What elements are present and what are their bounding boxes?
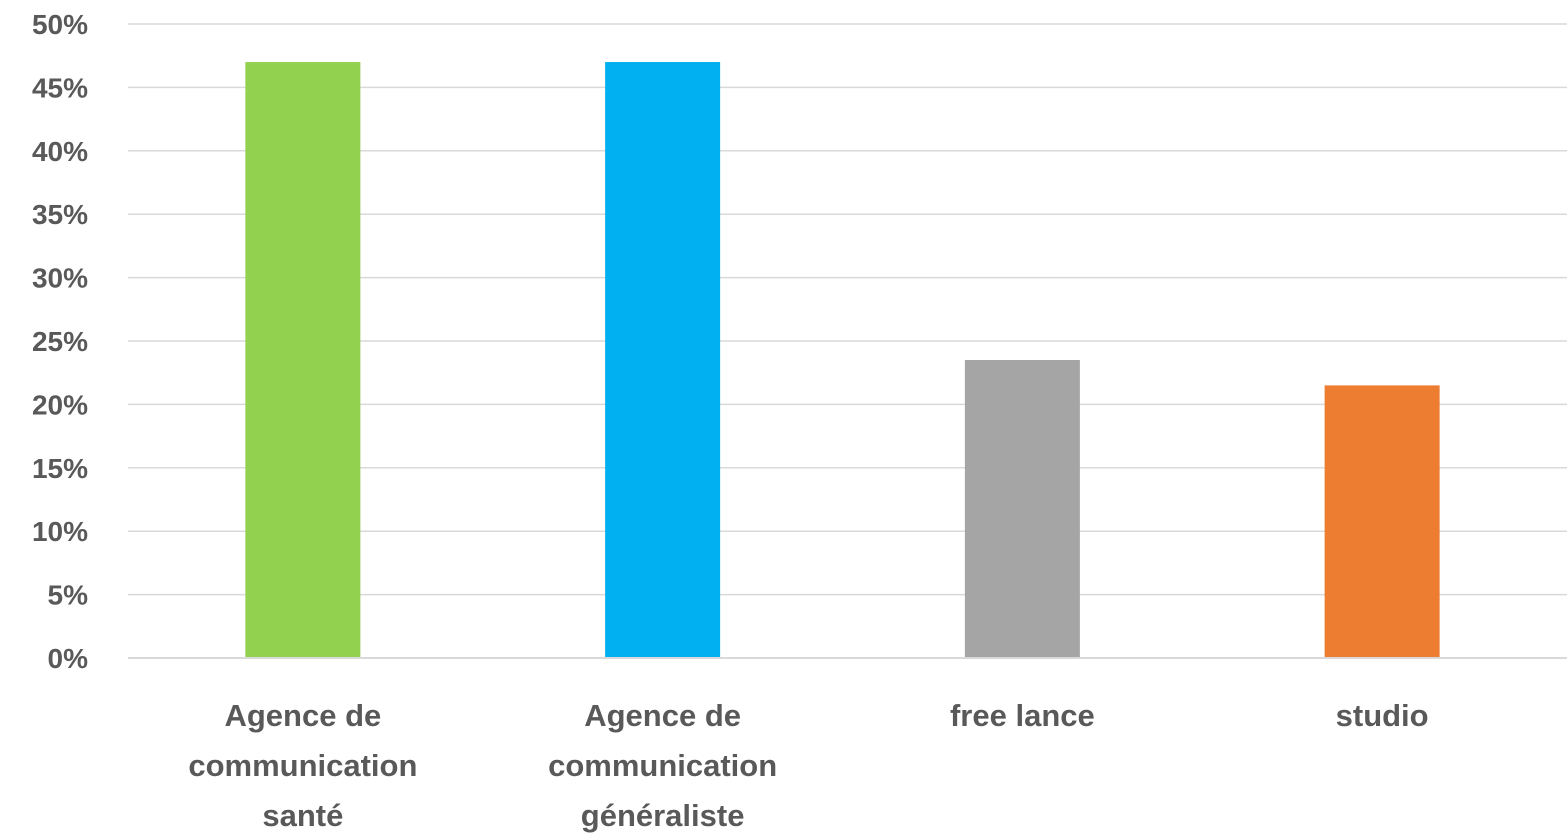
y-axis-ticks: 0% 5% 10% 15% 20% 25% 30% 35% 40% 45% 50% [32, 9, 88, 674]
x-category-label: Agence de communication généraliste [548, 698, 777, 833]
y-tick-label: 20% [32, 389, 88, 420]
y-tick-label: 0% [48, 643, 89, 674]
bar [1324, 385, 1440, 658]
y-tick-label: 50% [32, 9, 88, 40]
y-tick-label: 45% [32, 72, 88, 103]
gridlines [128, 23, 1567, 596]
bar [605, 62, 721, 659]
y-tick-label: 40% [32, 136, 88, 167]
y-tick-label: 10% [32, 516, 88, 547]
y-tick-label: 30% [32, 263, 88, 294]
bar [245, 62, 361, 659]
y-tick-label: 5% [48, 580, 89, 611]
bars [245, 62, 1440, 659]
x-category-label: Agence de communication santé [188, 698, 417, 833]
x-axis-categories: Agence de communication santé Agence de comm… [188, 698, 1428, 833]
x-category-label: studio [1336, 698, 1429, 733]
bar [964, 360, 1080, 658]
y-tick-label: 25% [32, 326, 88, 357]
x-category-label: free lance [950, 698, 1095, 733]
y-tick-label: 35% [32, 199, 88, 230]
y-tick-label: 15% [32, 453, 88, 484]
